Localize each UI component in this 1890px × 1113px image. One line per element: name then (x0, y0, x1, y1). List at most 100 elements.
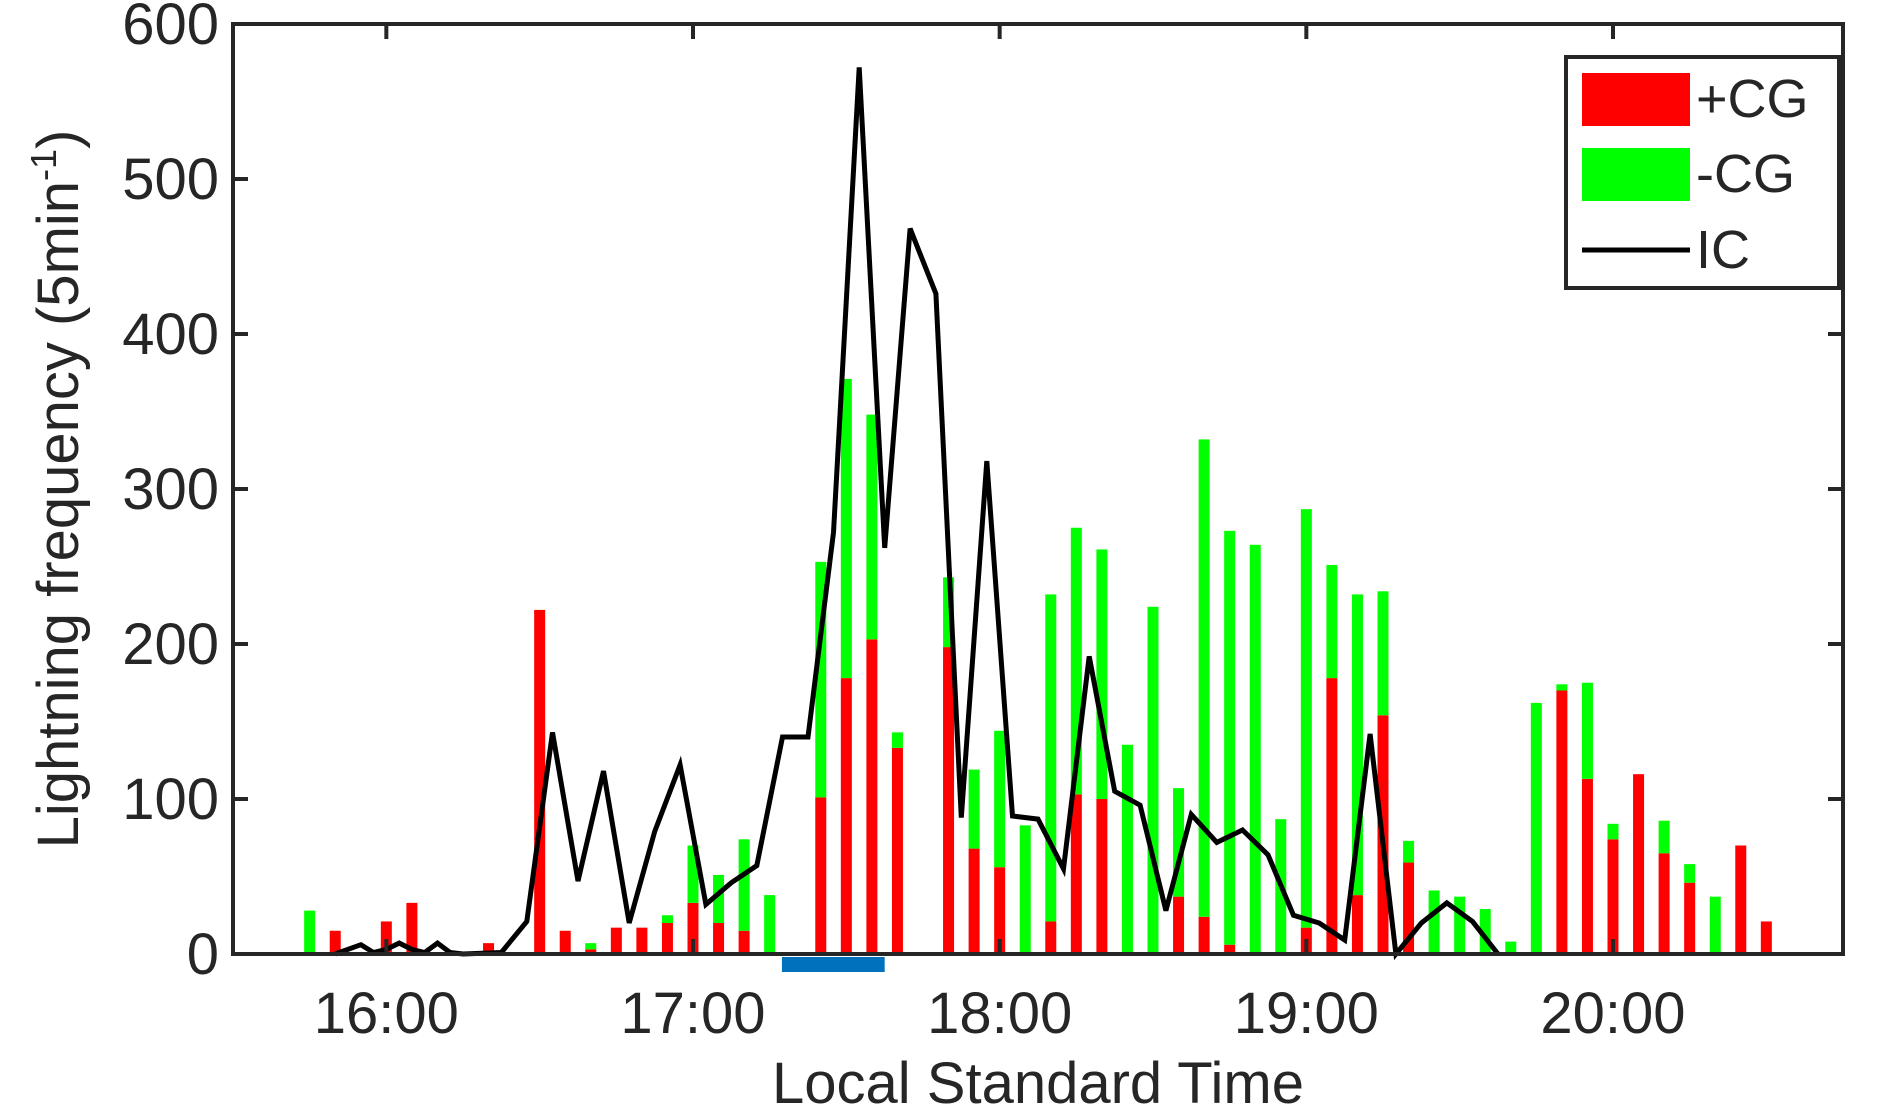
y-axis-label-close: ) (26, 130, 91, 149)
y-tick-label: 300 (122, 457, 219, 522)
x-axis-ticks: 16:00 17:00 18:00 19:00 20:00 (314, 24, 1686, 1046)
bar-series-group (304, 378, 1772, 954)
bar-plus-cg (994, 867, 1006, 954)
legend-label-minus-cg: -CG (1696, 144, 1795, 204)
y-axis-label: Lightning frequency (5min-1) (23, 130, 91, 849)
bar-plus-cg (1096, 799, 1108, 954)
bar-minus-cg (1045, 594, 1057, 922)
bar-minus-cg (661, 915, 673, 923)
bar-plus-cg (1045, 921, 1057, 954)
bar-plus-cg (1607, 839, 1619, 954)
legend-label-ic: IC (1696, 220, 1750, 280)
bar-minus-cg (815, 561, 827, 798)
bar-minus-cg (1505, 941, 1517, 954)
bar-plus-cg (1070, 794, 1082, 954)
bar-plus-cg (610, 927, 622, 954)
legend-swatch-plus-cg (1582, 73, 1690, 126)
bar-plus-cg (1403, 862, 1415, 954)
bar-plus-cg (840, 678, 852, 954)
bar-minus-cg (1479, 909, 1491, 954)
x-tick-label: 16:00 (314, 981, 459, 1046)
y-tick-label: 500 (122, 147, 219, 212)
y-tick-label: 400 (122, 302, 219, 367)
bar-minus-cg (840, 378, 852, 679)
bar-minus-cg (1173, 788, 1185, 897)
bar-minus-cg (968, 769, 980, 849)
bar-minus-cg (585, 943, 597, 950)
bar-plus-cg (1581, 778, 1593, 954)
bar-minus-cg (1581, 682, 1593, 779)
y-tick-label: 100 (122, 767, 219, 832)
bar-minus-cg (994, 730, 1006, 868)
bar-minus-cg (1224, 530, 1236, 945)
bar-plus-cg (891, 747, 903, 954)
bar-minus-cg (1377, 591, 1389, 716)
bar-plus-cg (1326, 678, 1338, 954)
bar-minus-cg (1684, 864, 1696, 883)
bar-minus-cg (943, 577, 955, 648)
bar-minus-cg (764, 895, 776, 954)
bar-minus-cg (1607, 823, 1619, 840)
bar-minus-cg (1454, 896, 1466, 954)
bar-plus-cg (1633, 774, 1645, 954)
bar-plus-cg (1173, 896, 1185, 954)
bar-plus-cg (585, 949, 597, 954)
bar-plus-cg (483, 943, 495, 954)
x-tick-label: 19:00 (1234, 981, 1379, 1046)
bar-plus-cg (1658, 853, 1670, 954)
bar-minus-cg (866, 414, 878, 640)
legend-swatch-minus-cg (1582, 148, 1690, 201)
bar-minus-cg (891, 732, 903, 748)
y-axis-label-main: Lightning frequency (5min (26, 181, 91, 848)
bar-plus-cg (866, 639, 878, 954)
y-tick-label: 200 (122, 612, 219, 677)
bar-plus-cg (687, 902, 699, 954)
bar-plus-cg (713, 923, 725, 954)
bar-plus-cg (968, 848, 980, 954)
bar-plus-cg (738, 930, 750, 954)
bar-plus-cg (1224, 944, 1236, 954)
bar-minus-cg (1019, 825, 1031, 954)
bar-minus-cg (1351, 594, 1363, 896)
bar-minus-cg (1530, 702, 1542, 954)
bar-minus-cg (1300, 509, 1312, 928)
bar-plus-cg (1735, 845, 1747, 954)
bar-minus-cg (304, 910, 316, 954)
bar-minus-cg (1428, 890, 1440, 954)
x-tick-label: 20:00 (1540, 981, 1685, 1046)
x-axis-label: Local Standard Time (772, 1051, 1304, 1113)
bar-plus-cg (329, 930, 341, 954)
y-axis-ticks: 0 100 200 300 400 500 600 (122, 0, 1843, 987)
bar-minus-cg (1198, 439, 1210, 917)
bar-plus-cg (1556, 690, 1568, 954)
bar-minus-cg (1709, 896, 1721, 954)
bar-plus-cg (1760, 921, 1772, 954)
bar-minus-cg (1121, 744, 1133, 954)
bar-minus-cg (1326, 564, 1338, 679)
legend-label-plus-cg: +CG (1696, 69, 1809, 129)
y-tick-label: 600 (122, 0, 219, 57)
bar-minus-cg (738, 839, 750, 931)
legend: +CG -CG IC (1564, 55, 1841, 290)
y-tick-label: 0 (187, 922, 219, 987)
y-axis-label-superscript: -1 (23, 149, 64, 181)
bar-minus-cg (1403, 840, 1415, 863)
bar-minus-cg (1147, 606, 1159, 954)
bar-minus-cg (1070, 527, 1082, 795)
x-tick-label: 17:00 (620, 981, 765, 1046)
bar-plus-cg (1351, 895, 1363, 954)
bar-minus-cg (1249, 544, 1261, 954)
bar-plus-cg (661, 923, 673, 954)
bar-plus-cg (534, 609, 546, 954)
bar-minus-cg (1556, 684, 1568, 691)
bar-minus-cg (713, 874, 725, 923)
bar-plus-cg (1684, 882, 1696, 954)
bar-plus-cg (380, 921, 392, 954)
bar-plus-cg (559, 930, 571, 954)
x-tick-label: 18:00 (927, 981, 1072, 1046)
bar-plus-cg (1198, 916, 1210, 954)
bar-plus-cg (943, 647, 955, 954)
bar-plus-cg (406, 902, 418, 954)
marker-interval-bar (781, 957, 885, 972)
